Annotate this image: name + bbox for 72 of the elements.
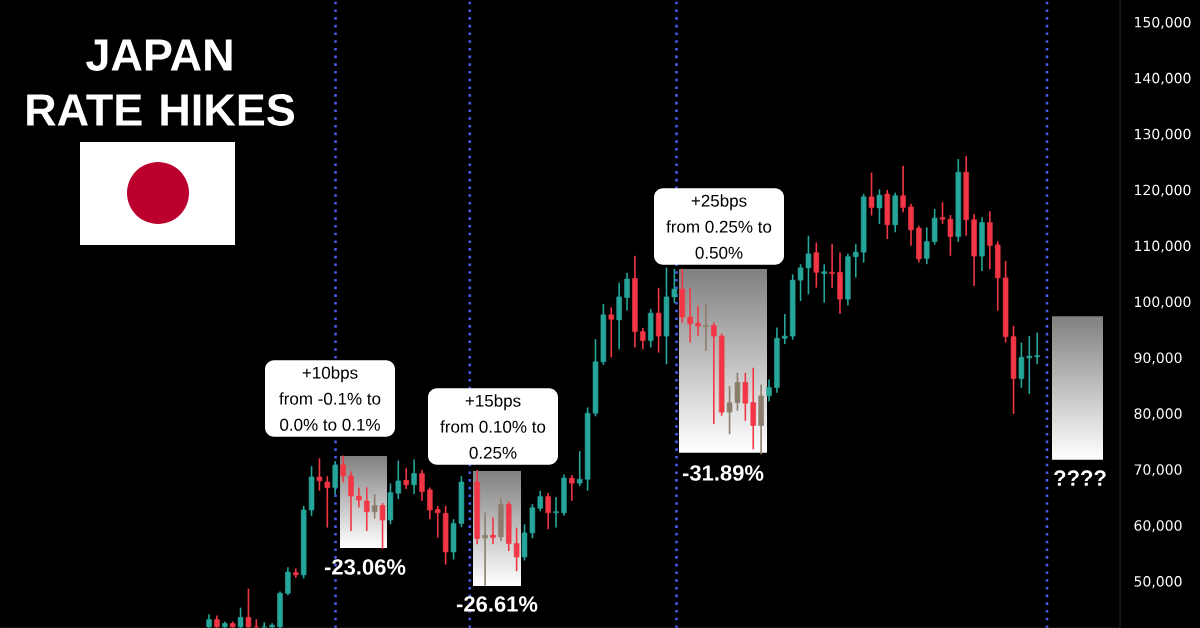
y-tick-label: 120,000 [1135, 184, 1191, 197]
candlestick [490, 517, 496, 545]
y-tick-label: 90,000 [1134, 352, 1182, 365]
candlestick [655, 287, 662, 353]
candlestick [371, 494, 378, 519]
y-tick-label: 140,000 [1135, 72, 1191, 85]
candlestick [513, 527, 520, 572]
annotation: -26.61% [456, 596, 538, 612]
candlestick [427, 487, 433, 520]
candlestick [411, 459, 417, 495]
candlestick [537, 490, 544, 512]
text: JAPAN RATE HIKES [27, 39, 295, 126]
candlestick [269, 623, 275, 628]
candlestick [340, 455, 346, 483]
candlestick [782, 314, 788, 345]
candlestick [608, 307, 615, 358]
candlestick [687, 288, 693, 343]
candlestick [821, 264, 827, 303]
candlestick [742, 372, 749, 421]
y-tick-label: 50,000 [1134, 576, 1182, 589]
candlestick [900, 165, 906, 213]
candlestick [545, 492, 551, 530]
candlestick [285, 567, 291, 596]
candlestick [293, 568, 299, 578]
candlestick [261, 622, 267, 628]
annotation: -23.06% [324, 559, 406, 575]
candlestick [237, 607, 244, 628]
candlestick [750, 367, 756, 450]
candlestick [703, 303, 709, 351]
candlestick [316, 458, 323, 491]
y-tick-label: 80,000 [1134, 408, 1182, 421]
candlestick [766, 379, 772, 402]
y-tick-label: 100,000 [1135, 296, 1191, 309]
annotation: +25bps from 0.25% to 0.50% [666, 194, 772, 259]
candlestick [553, 496, 559, 528]
candlestick [332, 461, 338, 495]
candlestick [348, 471, 354, 531]
candlestick [569, 475, 575, 501]
y-tick-label: 110,000 [1135, 240, 1191, 253]
candlestick [853, 244, 859, 278]
candlestick [813, 242, 820, 288]
candlestick [868, 172, 875, 216]
candlestick [711, 322, 717, 425]
candlestick [364, 487, 370, 531]
y-tick-label: 130,000 [1135, 128, 1191, 141]
annotation: +10bps from -0.1% to 0.0% to 0.1% [279, 366, 381, 431]
candlestick [987, 211, 993, 270]
candlestick [829, 244, 835, 288]
candlestick [624, 272, 630, 311]
candlestick [324, 476, 331, 528]
candlestick [435, 505, 441, 538]
candlestick [576, 451, 583, 487]
candlestick [924, 227, 930, 265]
candlestick [1034, 332, 1040, 365]
candlestick [931, 208, 938, 245]
y-tick-label: 70,000 [1134, 464, 1182, 477]
candlestick [876, 189, 883, 224]
annotation: +15bps from 0.10% to 0.25% [440, 394, 546, 459]
candlestick [482, 512, 488, 586]
candlestick [379, 503, 386, 549]
candlestick [245, 588, 252, 628]
candlestick [695, 305, 701, 336]
annotation: -31.89% [682, 465, 764, 481]
annotation: ???? [1054, 470, 1106, 486]
candlestick [908, 203, 914, 246]
candlestick [403, 468, 409, 489]
candlestick [616, 282, 622, 350]
candlestick [640, 328, 646, 350]
y-tick-label: 60,000 [1134, 520, 1182, 533]
candlestick [356, 487, 362, 508]
candlestick [419, 470, 425, 501]
y-tick-label: 150,000 [1135, 16, 1191, 29]
